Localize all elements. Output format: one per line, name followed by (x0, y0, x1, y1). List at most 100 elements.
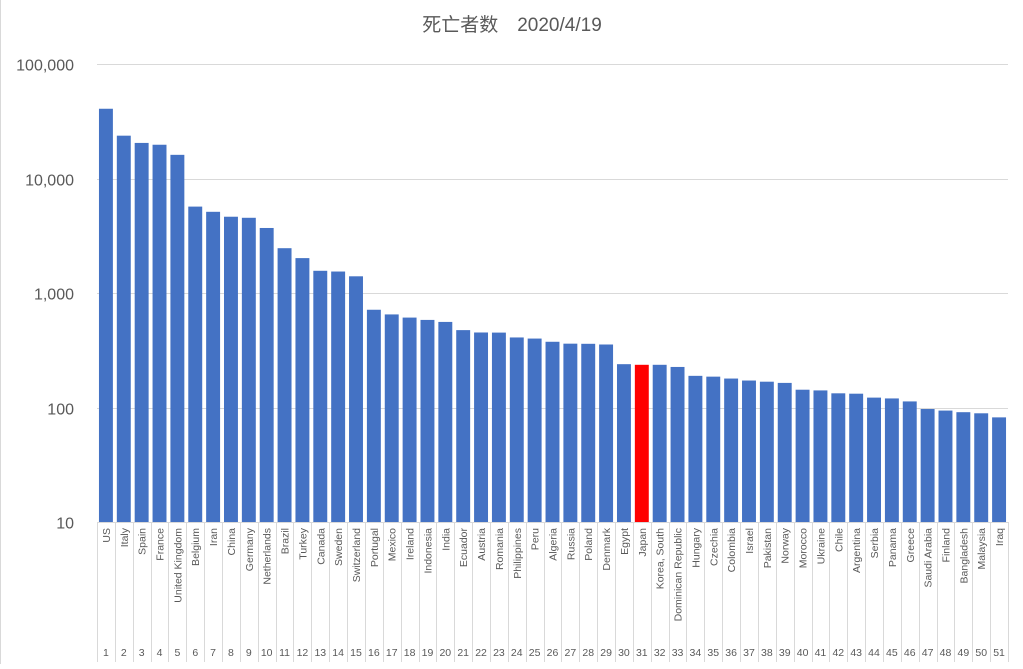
rank-label: 37 (743, 647, 755, 659)
bar-russia (563, 343, 578, 522)
y-tick-label: 1,000 (34, 287, 74, 304)
rank-label: 34 (690, 647, 702, 659)
rank-label: 49 (957, 647, 969, 659)
bar-greece (902, 401, 917, 522)
bar-dominican-republic (670, 366, 685, 522)
rank-label: 19 (422, 647, 434, 659)
bar-ukraine (813, 390, 828, 522)
category-label: Finland (940, 528, 952, 563)
bar-israel (742, 380, 756, 522)
bar-india (438, 321, 453, 522)
rank-label: 44 (868, 647, 880, 659)
category-label: Canada (315, 528, 327, 565)
category-label: Korea, South (655, 528, 667, 589)
rank-label: 43 (850, 647, 862, 659)
category-label: Serbia (869, 528, 881, 559)
rank-label: 17 (386, 647, 398, 659)
rank-label: 18 (404, 647, 416, 659)
rank-label: 26 (547, 647, 559, 659)
rank-label: 48 (940, 647, 952, 659)
rank-label: 1 (103, 647, 109, 659)
bar-romania (491, 332, 506, 522)
category-label: Ireland (405, 528, 417, 560)
category-label: Sweden (333, 528, 345, 566)
rank-label: 13 (314, 647, 326, 659)
bar-pakistan (759, 381, 774, 522)
rank-label: 5 (174, 647, 180, 659)
rank-label: 10 (261, 647, 273, 659)
category-label: Hungary (690, 527, 702, 567)
bar-egypt (616, 364, 631, 522)
bar-belgium (188, 206, 203, 522)
category-label: Switzerland (351, 528, 363, 582)
y-tick-label: 100 (47, 402, 74, 419)
category-label: Malaysia (976, 528, 988, 570)
category-label: Portugal (369, 528, 381, 567)
bar-china (224, 216, 238, 523)
rank-label: 30 (618, 647, 630, 659)
bar-sweden (331, 271, 346, 522)
chart-title: 死亡者数 2020/4/19 (422, 14, 602, 36)
bar-morocco (795, 389, 810, 522)
bar-denmark (599, 344, 614, 522)
category-label: China (226, 528, 238, 556)
category-label: Spain (137, 528, 149, 555)
rank-label: 51 (993, 647, 1005, 659)
bar-japan (634, 364, 649, 522)
bar-czechia (706, 376, 721, 522)
rank-label: 28 (582, 647, 594, 659)
category-label: Algeria (548, 528, 560, 561)
rank-label: 38 (761, 647, 773, 659)
category-label: Czechia (708, 528, 720, 566)
bar-serbia (867, 397, 881, 522)
category-label: Bangladesh (958, 528, 970, 584)
bar-indonesia (420, 319, 435, 522)
rank-label: 32 (654, 647, 666, 659)
rank-label: 33 (672, 647, 684, 659)
category-label: Indonesia (422, 528, 434, 574)
rank-label: 35 (707, 647, 719, 659)
bar-algeria (545, 341, 560, 522)
rank-label: 20 (439, 647, 451, 659)
bar-iraq (992, 417, 1007, 522)
bar-hungary (688, 375, 703, 522)
bar-panama (884, 398, 899, 522)
rank-label: 23 (493, 647, 505, 659)
bar-france (152, 144, 167, 522)
category-label: Poland (583, 528, 595, 561)
bar-chile (831, 393, 846, 522)
bar-mexico (384, 314, 399, 522)
category-label: Ecuador (458, 527, 470, 567)
bar-bangladesh (956, 412, 971, 522)
category-label: Iran (208, 528, 220, 546)
category-label: Brazil (280, 528, 292, 554)
bar-colombia (724, 378, 739, 522)
bar-poland (581, 343, 596, 522)
category-label: India (440, 528, 452, 551)
y-tick-label: 10,000 (25, 173, 74, 190)
rank-label: 40 (797, 647, 809, 659)
category-label: US (101, 528, 113, 543)
rank-label: 8 (228, 647, 234, 659)
bar-saudi-arabia (920, 409, 935, 522)
bar-canada (313, 270, 328, 522)
bar-peru (527, 338, 542, 522)
category-label: Turkey (297, 527, 309, 559)
bar-italy (116, 135, 131, 523)
rank-label: 16 (368, 647, 380, 659)
category-label: Russia (565, 528, 577, 560)
bar-turkey (295, 258, 310, 522)
rank-label: 29 (600, 647, 612, 659)
category-label: United Kingdom (172, 528, 184, 603)
rank-label: 14 (332, 647, 344, 659)
bar-iran (206, 211, 221, 522)
bar-spain (134, 142, 149, 522)
category-label: Ukraine (815, 528, 827, 564)
category-label: Mexico (387, 528, 399, 561)
category-label: Pakistan (762, 528, 774, 568)
category-label: Netherlands (262, 528, 274, 585)
bar-switzerland (349, 276, 363, 522)
bar-norway (777, 382, 792, 522)
category-label: Egypt (619, 528, 631, 555)
